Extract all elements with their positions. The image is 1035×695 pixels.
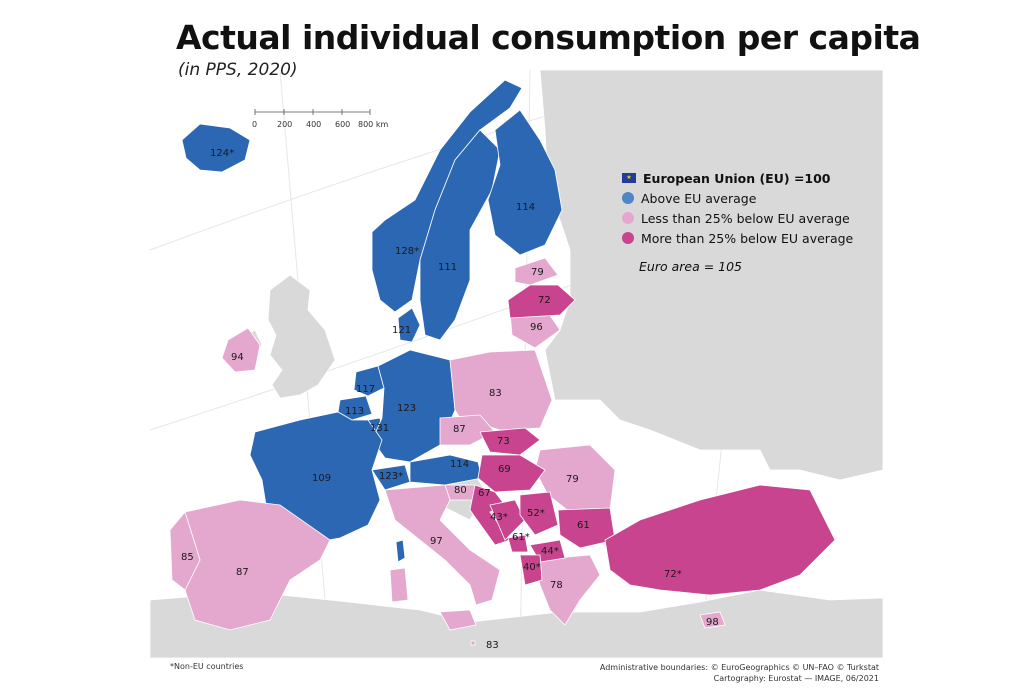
map-subtitle: (in PPS, 2020) bbox=[178, 60, 298, 80]
region-value-label: 121 bbox=[392, 325, 411, 336]
malta bbox=[470, 640, 476, 646]
legend-item-label: Above EU average bbox=[641, 190, 757, 206]
above-eu-average-regions bbox=[181, 79, 563, 563]
scale-tick: 800 km bbox=[358, 120, 389, 129]
portugal bbox=[169, 511, 201, 591]
region-value-label: 98 bbox=[706, 617, 719, 628]
slovakia bbox=[479, 427, 541, 456]
hungary bbox=[477, 454, 546, 493]
finland bbox=[487, 109, 563, 256]
albania bbox=[519, 554, 543, 586]
poland bbox=[449, 349, 553, 431]
region-value-label: 72* bbox=[664, 569, 682, 580]
denmark bbox=[397, 307, 421, 343]
legend-item-label: More than 25% below EU average bbox=[641, 230, 854, 246]
legend-eu-label: European Union (EU) =100 bbox=[643, 170, 831, 186]
region-value-label: 87 bbox=[453, 424, 466, 435]
legend-swatch bbox=[622, 212, 634, 224]
netherlands bbox=[353, 365, 385, 397]
region-value-label: 79 bbox=[531, 267, 544, 278]
region-value-label: 69 bbox=[498, 464, 511, 475]
legend-item: Above EU average bbox=[622, 188, 853, 208]
euro-area-note: Euro area = 105 bbox=[639, 259, 743, 274]
scale-tick: 600 bbox=[335, 120, 351, 129]
footnote-credits: Administrative boundaries: © EuroGeograp… bbox=[600, 662, 879, 684]
more-than-25-below-regions bbox=[469, 284, 836, 596]
footnote-non-eu: *Non-EU countries bbox=[170, 662, 244, 671]
legend-item: More than 25% below EU average bbox=[622, 228, 853, 248]
legend-swatch bbox=[622, 232, 634, 244]
region-value-label: 113 bbox=[345, 406, 364, 417]
greece bbox=[534, 554, 601, 626]
eu-flag-icon: ★ bbox=[622, 173, 636, 183]
region-value-label: 111 bbox=[438, 262, 457, 273]
region-value-label: 114 bbox=[450, 459, 469, 470]
region-value-label: 97 bbox=[430, 536, 443, 547]
region-value-label: 131 bbox=[370, 423, 389, 434]
montenegro bbox=[507, 534, 529, 553]
serbia bbox=[519, 491, 559, 536]
region-value-label: 72 bbox=[538, 295, 551, 306]
legend-swatch bbox=[622, 192, 634, 204]
region-value-label: 83 bbox=[486, 640, 499, 651]
scale-bar bbox=[254, 109, 371, 115]
footnote-cartography: Cartography: Eurostat — IMAGE, 06/2021 bbox=[713, 674, 879, 683]
region-value-label: 52* bbox=[527, 508, 545, 519]
legend: ★ European Union (EU) =100 Above EU aver… bbox=[622, 168, 853, 248]
corsica bbox=[395, 539, 406, 563]
bulgaria bbox=[557, 507, 616, 549]
italy bbox=[384, 484, 501, 606]
turkey bbox=[604, 484, 836, 596]
scale-tick: 200 bbox=[277, 120, 293, 129]
region-value-label: 44* bbox=[541, 546, 559, 557]
region-value-label: 43* bbox=[490, 512, 508, 523]
footnote-boundaries: Administrative boundaries: © EuroGeograp… bbox=[599, 663, 879, 672]
region-value-label: 80 bbox=[454, 485, 467, 496]
region-value-label: 94 bbox=[231, 352, 244, 363]
region-value-label: 79 bbox=[566, 474, 579, 485]
map-title: Actual individual consumption per capita bbox=[176, 18, 921, 57]
ireland bbox=[221, 327, 261, 373]
legend-eu-row: ★ European Union (EU) =100 bbox=[622, 168, 853, 188]
region-value-label: 96 bbox=[530, 322, 543, 333]
sweden bbox=[419, 129, 501, 341]
region-value-label: 73 bbox=[497, 436, 510, 447]
cyprus bbox=[699, 611, 726, 629]
scale-tick: 400 bbox=[306, 120, 322, 129]
region-value-label: 67 bbox=[478, 488, 491, 499]
estonia bbox=[514, 257, 559, 286]
region-value-label: 78 bbox=[550, 580, 563, 591]
less-than-25-below-regions bbox=[169, 257, 726, 646]
region-value-label: 123 bbox=[397, 403, 416, 414]
region-value-label: 114 bbox=[516, 202, 535, 213]
region-value-label: 61 bbox=[577, 520, 590, 531]
region-value-label: 123* bbox=[379, 471, 403, 482]
region-value-label: 128* bbox=[395, 246, 419, 257]
latvia bbox=[507, 284, 576, 319]
belgium bbox=[337, 395, 373, 421]
czechia bbox=[439, 414, 496, 446]
region-value-label: 85 bbox=[181, 552, 194, 563]
legend-item-label: Less than 25% below EU average bbox=[641, 210, 850, 226]
scale-tick: 0 bbox=[252, 120, 258, 129]
sardinia bbox=[389, 567, 409, 603]
iceland bbox=[181, 123, 251, 173]
region-value-label: 87 bbox=[236, 567, 249, 578]
legend-item: Less than 25% below EU average bbox=[622, 208, 853, 228]
region-value-label: 117 bbox=[356, 384, 375, 395]
region-value-label: 109 bbox=[312, 473, 331, 484]
region-value-label: 61* bbox=[512, 532, 530, 543]
sicily bbox=[439, 609, 477, 631]
region-value-label: 124* bbox=[210, 148, 234, 159]
region-value-label: 40* bbox=[523, 562, 541, 573]
region-value-label: 83 bbox=[489, 388, 502, 399]
